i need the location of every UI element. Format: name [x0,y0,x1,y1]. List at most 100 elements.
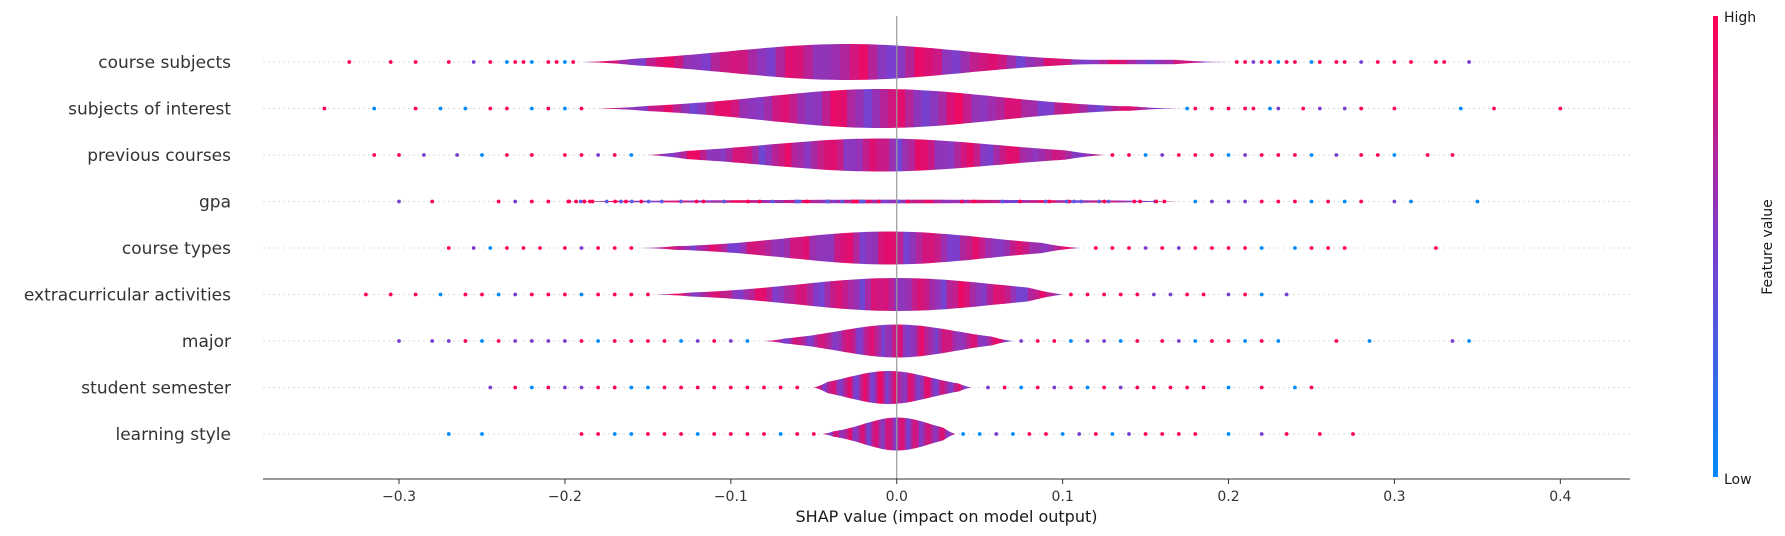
outlier-point [728,385,733,390]
data-point [679,199,683,204]
x-axis-title: SHAP value (impact on model output) [796,507,1098,526]
violin-segment [876,371,880,404]
violin-segment [780,94,790,123]
outlier-point [505,246,509,250]
outlier-point [579,246,584,250]
violin-segment [831,431,835,437]
violin-segment [652,200,662,203]
violin-segment [863,199,873,204]
violin-segment [916,325,921,357]
outlier-point [712,385,717,390]
outlier-point [579,153,584,157]
data-point [646,199,651,204]
outlier-point [1492,106,1496,111]
violin-segment [1095,105,1105,112]
outlier-point [430,199,435,204]
outlier-point [679,385,683,390]
violin-segment [1034,57,1045,67]
outlier-point [1276,153,1281,157]
violin-segment [1129,106,1138,111]
violin-segment [774,339,779,343]
outlier-points [322,60,1563,436]
violin-segment [988,53,999,71]
outlier-point [811,432,816,436]
outlier-point [1226,199,1231,204]
violin-segment [888,89,898,128]
violin-segment [931,327,936,355]
feature-label: subjects of interest [68,100,231,120]
violin-segment [664,104,674,113]
violin-segment [817,140,825,170]
outlier-point [1259,339,1264,343]
violin-segment [952,280,959,309]
violin-segment [863,373,867,402]
violin-segment [899,371,903,404]
outlier-point [1359,199,1364,204]
outlier-point [513,292,518,297]
outlier-point [397,153,401,157]
violin-segment [1089,59,1100,65]
outlier-point [563,246,567,250]
violin-segment [865,422,869,446]
violin-segment [890,371,894,404]
outlier-point [579,339,584,343]
outlier-point [1127,246,1131,250]
violin-segment [991,238,999,258]
outlier-point [1259,153,1264,157]
outlier-point [1243,60,1247,64]
data-point [826,199,831,204]
outlier-point [1044,432,1048,436]
feature-labels: course subjects subjects of interest previ… [24,53,231,445]
violin-segment [810,140,818,170]
violin-segment [766,47,777,77]
x-tick-label: 0.0 [886,489,908,505]
violin-segment [658,247,666,249]
violin-segment [859,278,866,311]
violin-segment [1035,242,1043,254]
violin-segment [867,372,871,403]
violin-segment [914,46,925,78]
violin-segment [714,291,721,298]
outlier-point [1002,385,1007,390]
violin-segment [835,331,840,351]
violin-segment [973,334,978,348]
violin-segment [861,373,864,402]
outlier-point [1326,246,1330,250]
violin-segment [838,379,842,396]
outlier-point [1210,246,1214,250]
violin-segment [696,292,704,297]
outlier-point [1185,106,1189,111]
outlier-point [513,385,518,390]
violin-segment [749,200,759,203]
violin-segment [993,284,1000,305]
outlier-point [480,339,484,343]
outlier-point [1060,432,1065,436]
outlier-point [563,292,567,297]
outlier-point [1259,60,1264,64]
violin-segment [765,239,773,257]
violin-segment [871,278,878,311]
outlier-point [1143,432,1148,436]
violin-segment [685,292,692,297]
outlier-point [1193,246,1198,250]
violin-segment [807,282,814,307]
feature-label: gpa [199,193,231,213]
violin-segment [1079,104,1089,113]
violin-segment [1072,247,1080,249]
outlier-point [471,246,476,250]
violin-segment [922,232,930,264]
violin-segment [1126,59,1137,65]
violin-segment [788,93,798,124]
violin-segment [947,141,955,169]
violin-segment [980,335,985,347]
violin-segment [881,371,885,404]
violin-segment [924,199,934,204]
violin-segment [941,328,946,354]
data-point [877,199,881,204]
outlier-point [1201,385,1206,390]
outlier-point [1359,60,1364,64]
violin-segment [946,381,950,394]
outlier-point [563,339,567,343]
violin-segment [645,247,653,249]
outlier-point [1392,60,1397,64]
